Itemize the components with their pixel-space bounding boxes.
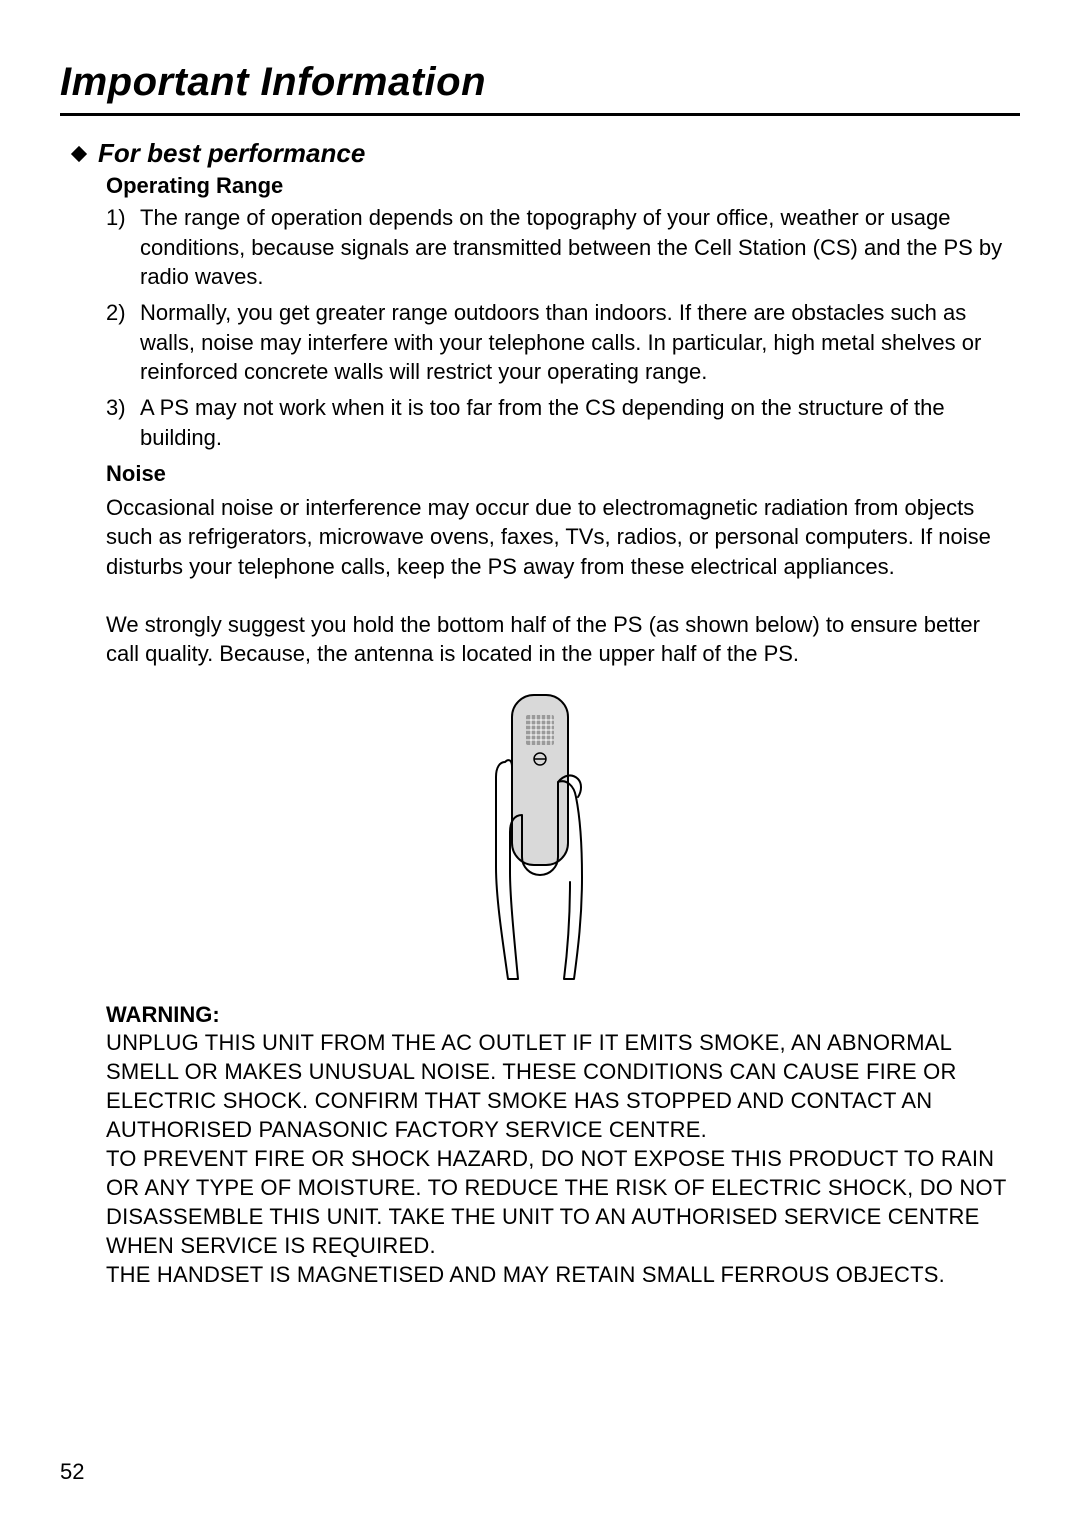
list-text: The range of operation depends on the to…: [140, 203, 1010, 292]
list-marker: 3): [106, 393, 140, 452]
warning-paragraph-1: UNPLUG THIS UNIT FROM THE AC OUTLET IF I…: [106, 1028, 1010, 1144]
diamond-icon: [70, 145, 88, 163]
list-item: 3) A PS may not work when it is too far …: [106, 393, 1010, 452]
operating-range-list: 1) The range of operation depends on the…: [60, 203, 1020, 453]
manual-page: Important Information For best performan…: [0, 0, 1080, 1529]
list-item: 2) Normally, you get greater range outdo…: [106, 298, 1010, 387]
list-marker: 1): [106, 203, 140, 292]
noise-paragraph-1: Occasional noise or interference may occ…: [106, 493, 1010, 582]
page-title: Important Information: [60, 60, 1020, 105]
warning-paragraph-2: TO PREVENT FIRE OR SHOCK HAZARD, DO NOT …: [106, 1144, 1010, 1260]
handset-figure: [60, 687, 1020, 992]
noise-paragraph-2: We strongly suggest you hold the bottom …: [106, 610, 1010, 669]
warning-paragraph-3: THE HANDSET IS MAGNETISED AND MAY RETAIN…: [106, 1260, 1010, 1289]
page-number: 52: [60, 1459, 84, 1485]
operating-range-heading: Operating Range: [106, 173, 1020, 199]
list-item: 1) The range of operation depends on the…: [106, 203, 1010, 292]
list-marker: 2): [106, 298, 140, 387]
noise-heading: Noise: [106, 461, 1020, 487]
section-header: For best performance: [70, 138, 1020, 169]
list-text: Normally, you get greater range outdoors…: [140, 298, 1010, 387]
warning-label: WARNING:: [106, 1002, 1010, 1028]
handset-hold-icon: [450, 687, 630, 987]
section-title: For best performance: [98, 138, 365, 169]
title-rule: [60, 113, 1020, 116]
list-text: A PS may not work when it is too far fro…: [140, 393, 1010, 452]
